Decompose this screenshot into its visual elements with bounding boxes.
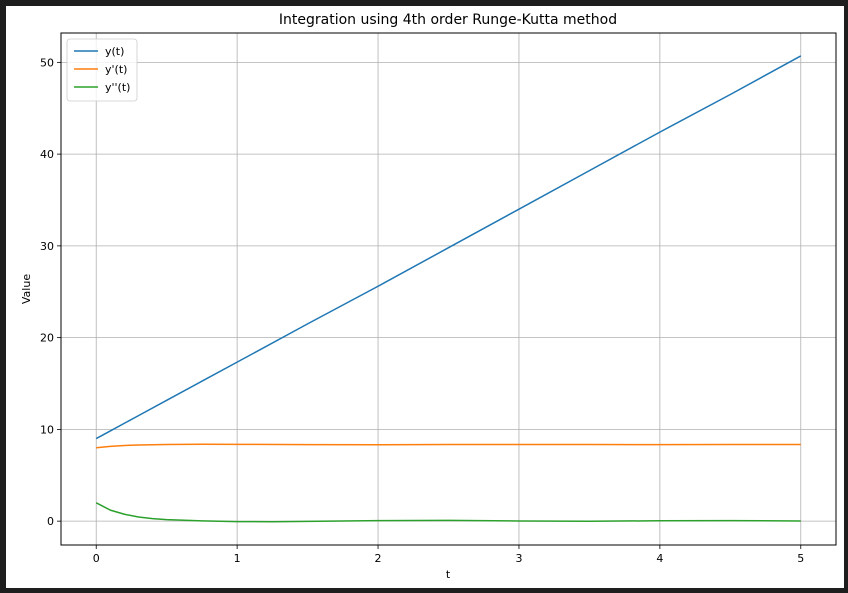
y-tick-label: 10 xyxy=(40,423,54,436)
y-tick-label: 40 xyxy=(40,148,54,161)
x-tick-label: 4 xyxy=(656,552,663,565)
chart-title: Integration using 4th order Runge-Kutta … xyxy=(279,12,617,28)
y-tick-label: 50 xyxy=(40,56,54,69)
y-tick-label: 30 xyxy=(40,240,54,253)
grid-lines xyxy=(61,33,836,545)
x-tick-label: 0 xyxy=(93,552,100,565)
legend-box xyxy=(66,38,138,102)
series-layer xyxy=(95,55,802,523)
series-line-2 xyxy=(95,502,801,523)
series-line-0 xyxy=(95,55,802,440)
x-tick-label: 5 xyxy=(797,552,804,565)
y-axis-label: Value xyxy=(20,274,33,304)
series-line-1 xyxy=(96,443,801,449)
x-tick-label: 2 xyxy=(375,552,382,565)
legend: y(t) y'(t) y''(t) xyxy=(66,38,138,102)
x-tick-label: 3 xyxy=(515,552,522,565)
plot-area xyxy=(60,32,837,546)
x-axis-label: t xyxy=(446,568,451,581)
legend-label: y(t) xyxy=(105,45,124,58)
y-tick-label: 20 xyxy=(40,332,54,345)
x-tick-label: 1 xyxy=(234,552,241,565)
line-chart: Integration using 4th order Runge-Kutta … xyxy=(20,12,837,581)
chart-frame: Integration using 4th order Runge-Kutta … xyxy=(6,6,844,588)
legend-label: y'(t) xyxy=(105,63,127,76)
y-tick-label: 0 xyxy=(47,515,54,528)
legend-label: y''(t) xyxy=(105,81,130,94)
